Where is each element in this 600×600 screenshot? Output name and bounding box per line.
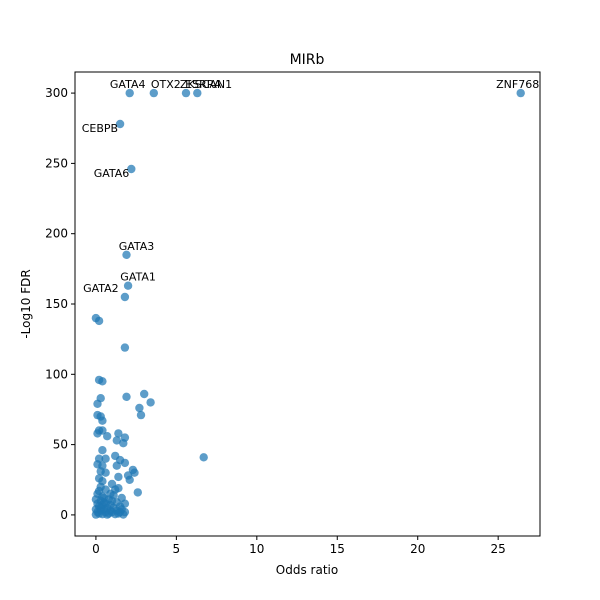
points-layer (91, 88, 525, 519)
data-point (93, 399, 102, 408)
y-tick-label: 100 (45, 367, 68, 381)
point-gata6 (127, 164, 136, 174)
data-point (107, 496, 117, 505)
point-otx2 (149, 88, 158, 98)
y-tick-label: 0 (60, 508, 68, 522)
y-axis: 0 50 100 150 200 250 300 (45, 86, 75, 522)
data-point (120, 458, 130, 468)
point-zkscan1 (181, 88, 191, 98)
annotation-esrra: ESRRA (185, 78, 222, 91)
x-axis: 0 5 10 15 20 25 (92, 536, 506, 556)
data-point (101, 468, 110, 477)
point-cebpb (115, 119, 125, 129)
data-point (103, 510, 112, 519)
data-point (94, 486, 104, 496)
y-tick-label: 250 (45, 156, 68, 170)
x-tick-label: 20 (410, 542, 425, 556)
data-point (98, 377, 107, 386)
data-point (146, 398, 155, 407)
annotation-gata6: GATA6 (94, 167, 130, 180)
x-tick-label: 25 (491, 542, 506, 556)
data-point (111, 485, 120, 494)
annotation-zkscan1: ZKSCAN1 (180, 78, 232, 91)
data-point (130, 468, 139, 477)
annotation-gata3: GATA3 (119, 240, 155, 253)
point-gata3 (122, 250, 131, 259)
data-point (199, 453, 208, 462)
data-point (98, 446, 107, 455)
y-tick-label: 150 (45, 297, 68, 311)
data-point (112, 436, 122, 445)
x-tick-label: 5 (173, 542, 181, 556)
point-znf768 (516, 88, 525, 98)
annotation-gata4: GATA4 (110, 78, 146, 91)
data-point (140, 389, 149, 399)
x-axis-label: Odds ratio (276, 563, 338, 577)
plot-frame (74, 71, 541, 537)
y-tick-label: 50 (53, 438, 68, 452)
data-point (119, 439, 128, 448)
data-point (98, 416, 107, 425)
data-point (94, 316, 104, 326)
data-point (133, 488, 142, 497)
data-point (91, 510, 101, 519)
y-tick-label: 200 (45, 227, 68, 241)
annotation-znf768: ZNF768 (496, 78, 539, 91)
y-tick-label: 300 (45, 86, 68, 100)
data-point (136, 410, 146, 420)
annotation-gata1: GATA1 (120, 271, 156, 284)
data-point (114, 472, 123, 482)
x-tick-label: 15 (330, 542, 345, 556)
data-point (101, 454, 110, 463)
data-point (96, 503, 105, 513)
data-point (115, 507, 125, 517)
data-point (135, 403, 144, 413)
point-esrra (193, 88, 202, 98)
data-point (120, 343, 130, 352)
x-tick-label: 0 (92, 542, 100, 556)
data-point (112, 461, 122, 470)
point-gata2 (120, 292, 130, 302)
annotation-cebpb: CEBPB (82, 122, 118, 135)
x-tick-label: 10 (249, 542, 264, 556)
annotation-otx2: OTX2 (151, 78, 181, 91)
point-gata1 (123, 281, 133, 290)
chart-title: MIRb (290, 52, 325, 68)
data-point (122, 392, 131, 401)
data-point (93, 429, 102, 438)
data-point (114, 429, 123, 438)
point-gata4 (125, 88, 134, 98)
y-axis-label: -Log10 FDR (19, 269, 33, 338)
annotation-gata2: GATA2 (83, 282, 119, 295)
data-point (125, 475, 134, 484)
data-point (103, 432, 112, 441)
